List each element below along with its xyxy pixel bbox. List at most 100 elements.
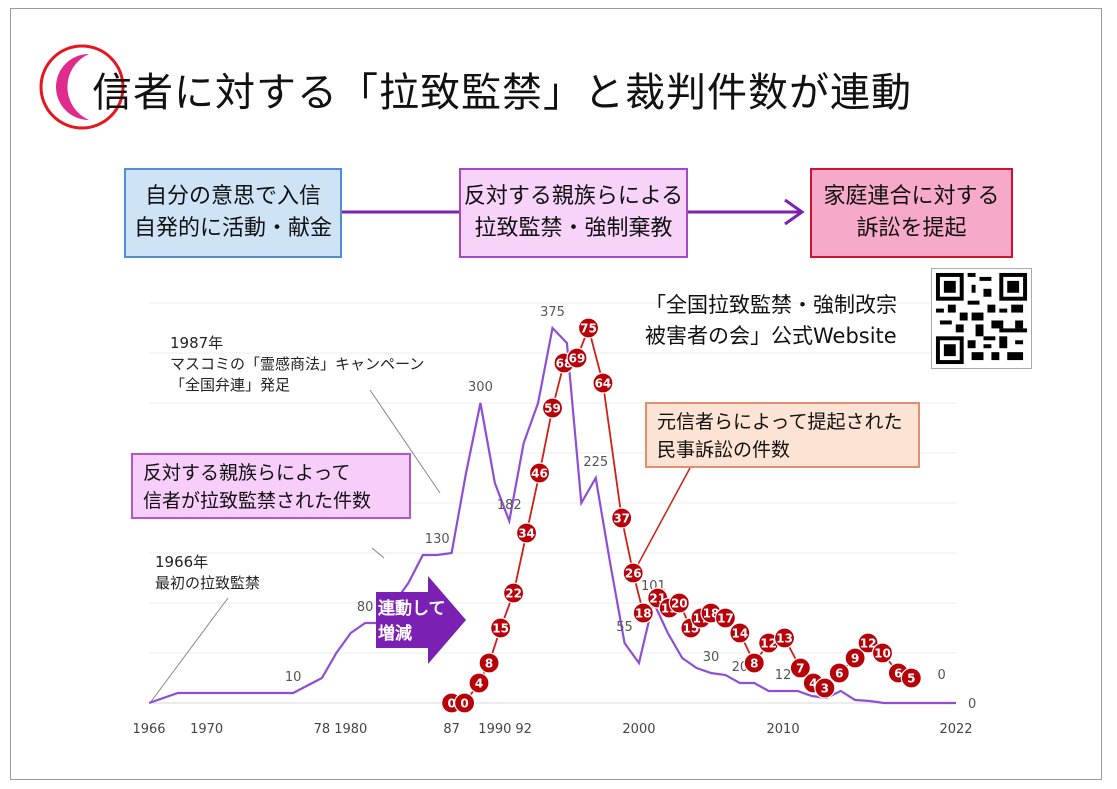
lawsuit-marker: 46 bbox=[528, 462, 551, 484]
callout-kidnap: 反対する親族らによって 信者が拉致監禁された件数 bbox=[131, 453, 411, 519]
lawsuit-marker-dot bbox=[743, 652, 765, 674]
flow-box-abduction-line2: 拉致監禁・強制棄教 bbox=[474, 216, 673, 241]
lawsuit-marker: 3 bbox=[814, 677, 836, 699]
x-tick-label: 2022 bbox=[939, 722, 972, 737]
lawsuit-marker-label: 64 bbox=[595, 377, 612, 391]
lawsuit-marker-label: 46 bbox=[531, 467, 548, 481]
lawsuit-marker-label: 6 bbox=[894, 667, 902, 681]
lawsuit-marker-label: 12 bbox=[760, 637, 777, 651]
lawsuit-marker: 22 bbox=[502, 582, 525, 604]
lawsuit-marker: 8 bbox=[743, 652, 765, 674]
lawsuit-marker-label: 15 bbox=[492, 622, 509, 636]
kidnap-data-label: 55 bbox=[616, 620, 633, 635]
lawsuit-marker-dot bbox=[632, 602, 654, 624]
note-1966: 1966年 最初の拉致監禁 bbox=[155, 552, 260, 594]
label-130-leader bbox=[371, 547, 385, 559]
lawsuit-marker-label: 20 bbox=[671, 597, 688, 611]
lawsuit-marker-label: 0 bbox=[447, 697, 455, 711]
lawsuit-marker: 9 bbox=[844, 647, 866, 669]
lawsuit-marker: 69 bbox=[566, 347, 588, 369]
lawsuit-series-line bbox=[451, 325, 912, 704]
flow-box-lawsuit-line1: 家庭連合に対する bbox=[823, 184, 1000, 209]
lawsuit-marker: 12 bbox=[758, 632, 780, 654]
qr-code-icon bbox=[932, 269, 1031, 368]
lawsuit-marker-dot bbox=[541, 397, 564, 419]
note-1966-leader bbox=[149, 597, 229, 704]
callout-lawsuit: 元信者らによって提起された 民事訴訟の件数 bbox=[645, 402, 920, 468]
lawsuit-marker-dot bbox=[592, 372, 614, 394]
lawsuit-marker: 34 bbox=[515, 522, 538, 544]
lawsuit-marker-label: 3 bbox=[821, 682, 829, 696]
lawsuit-marker-dot bbox=[490, 617, 512, 639]
logo-icon bbox=[39, 44, 125, 130]
lawsuit-marker-label: 4 bbox=[475, 677, 483, 691]
x-tick-label: 78 bbox=[314, 722, 331, 737]
x-tick-label: 1966 bbox=[132, 722, 165, 737]
lawsuit-marker: 7 bbox=[789, 657, 811, 679]
lawsuit-marker: 17 bbox=[714, 607, 737, 629]
linked-arrow-text: 連動して 増減 bbox=[378, 597, 460, 647]
lawsuit-marker-label: 4 bbox=[809, 677, 817, 691]
note-1987-line1: 1987年 bbox=[170, 334, 224, 352]
page-title: 信者に対する「拉致監禁」と裁判件数が連動 bbox=[92, 70, 912, 116]
flow-box-voluntary-line2: 自発的に活動・献金 bbox=[133, 216, 332, 241]
x-tick-label: 92 bbox=[515, 722, 532, 737]
lawsuit-marker-dot bbox=[828, 662, 850, 684]
lawsuit-marker-label: 9 bbox=[851, 652, 859, 666]
kidnap-data-label: 12 bbox=[775, 668, 792, 683]
x-tick-label: 1970 bbox=[190, 722, 223, 737]
note-1966-line1: 1966年 bbox=[155, 553, 209, 571]
lawsuit-marker-dot bbox=[622, 562, 644, 584]
lawsuit-series: 0 048152234465968697564372618211920151718… bbox=[441, 317, 922, 714]
lawsuit-marker-dot bbox=[468, 672, 490, 694]
kidnap-data-label: 130 bbox=[425, 532, 450, 547]
lawsuit-marker: 18 bbox=[632, 602, 654, 624]
lawsuit-marker-label: 13 bbox=[776, 632, 793, 646]
linked-arrow-line1: 連動して bbox=[378, 599, 446, 619]
lawsuit-marker-label: 14 bbox=[731, 627, 748, 641]
callout-lawsuit-leader bbox=[635, 467, 691, 569]
lawsuit-marker-dot bbox=[502, 582, 525, 604]
website-label: 「全国拉致監禁・強制改宗 被害者の会」公式Website bbox=[645, 290, 897, 352]
lawsuit-marker-label: 22 bbox=[505, 587, 522, 601]
lawsuit-marker: 8 bbox=[478, 652, 500, 674]
flow-box-abduction-line1: 反対する親族らによる bbox=[463, 184, 684, 209]
lawsuit-marker-dot bbox=[453, 692, 476, 714]
lawsuit-marker-dot bbox=[789, 657, 811, 679]
lawsuit-marker-dot bbox=[729, 622, 751, 644]
note-1966-line2: 最初の拉致監禁 bbox=[155, 574, 261, 592]
lawsuit-marker-label: 37 bbox=[613, 512, 630, 526]
qr-code[interactable] bbox=[931, 268, 1032, 369]
kidnap-data-label: 182 bbox=[497, 498, 522, 513]
lawsuit-marker-label: 34 bbox=[518, 527, 535, 541]
flow-box-lawsuit-line2: 訴訟を提起 bbox=[856, 216, 967, 241]
lawsuit-marker-label: 26 bbox=[625, 567, 642, 581]
lawsuit-marker: 20 bbox=[668, 592, 690, 614]
lawsuit-marker-label: 0 bbox=[460, 697, 468, 711]
lawsuit-marker-dot bbox=[844, 647, 866, 669]
lawsuit-marker-label: 59 bbox=[544, 402, 561, 416]
kidnap-data-label: 0 bbox=[968, 697, 976, 712]
x-tick-label: 1990 bbox=[478, 722, 511, 737]
lawsuit-marker-dot bbox=[814, 677, 836, 699]
lawsuit-marker: 13 bbox=[773, 627, 796, 649]
flow-arrowhead-icon bbox=[784, 198, 805, 226]
x-tick-label: 2010 bbox=[767, 722, 800, 737]
lawsuit-marker-label: 12 bbox=[860, 637, 877, 651]
kidnap-data-label: 375 bbox=[540, 305, 565, 320]
lawsuit-marker: 5 bbox=[900, 667, 922, 689]
lawsuit-marker: 26 bbox=[622, 562, 644, 584]
kidnap-data-label: 0 bbox=[937, 668, 945, 683]
lawsuit-marker-label: 75 bbox=[580, 322, 597, 336]
note-1987-line2: マスコミの「霊感商法」キャンペーン bbox=[170, 355, 425, 373]
linked-arrow-line2: 増減 bbox=[378, 624, 412, 644]
lawsuit-marker: 64 bbox=[592, 372, 614, 394]
lawsuit-marker: 37 bbox=[611, 507, 633, 529]
callout-kidnap-line2: 信者が拉致監禁された件数 bbox=[143, 490, 372, 512]
lawsuit-marker-label: 7 bbox=[796, 662, 804, 676]
lawsuit-marker-label: 10 bbox=[874, 647, 891, 661]
website-line1: 「全国拉致監禁・強制改宗 bbox=[645, 293, 897, 317]
lawsuit-marker-dot bbox=[900, 667, 922, 689]
lawsuit-marker-label: 5 bbox=[907, 672, 915, 686]
lawsuit-marker-dot bbox=[611, 507, 633, 529]
